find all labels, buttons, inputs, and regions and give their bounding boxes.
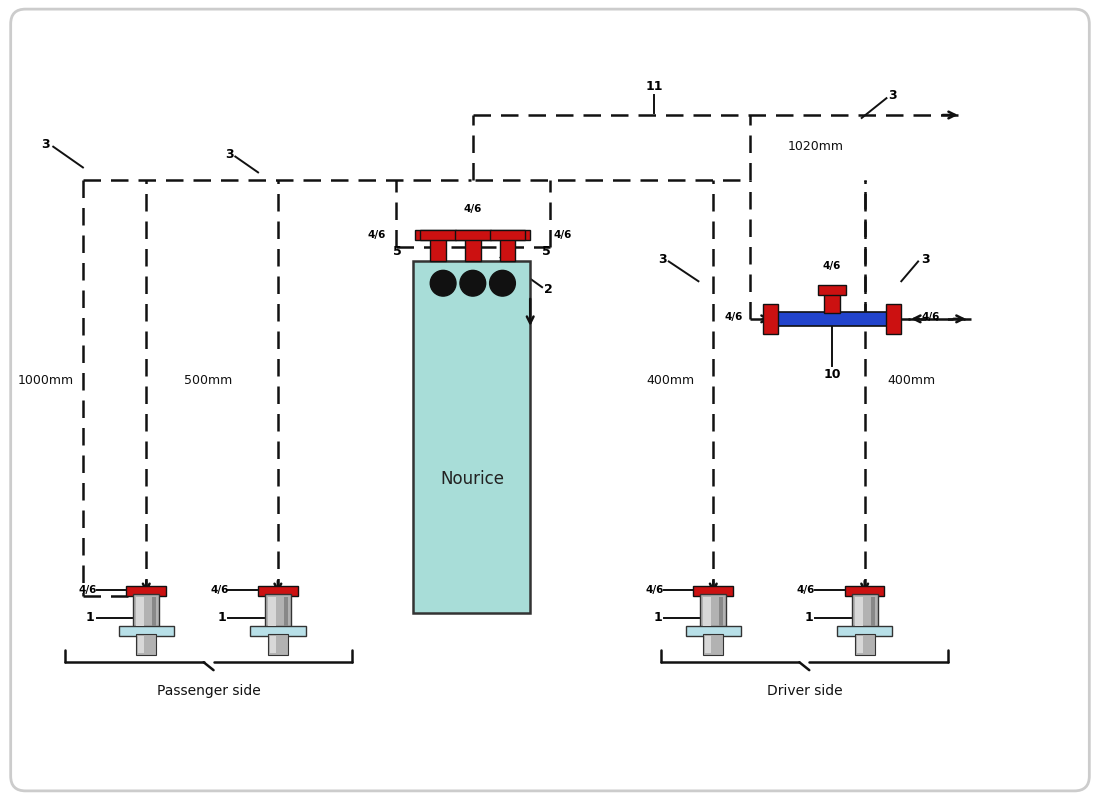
- Circle shape: [460, 270, 486, 296]
- Text: 4/6: 4/6: [463, 204, 482, 214]
- Bar: [465, 238, 481, 262]
- Text: Driver side: Driver side: [767, 684, 843, 698]
- Bar: [857, 635, 862, 654]
- Bar: [705, 635, 712, 654]
- FancyBboxPatch shape: [11, 9, 1089, 791]
- Text: 10: 10: [823, 368, 840, 382]
- Bar: [136, 634, 156, 655]
- Bar: [762, 304, 778, 334]
- Bar: [416, 230, 530, 240]
- Circle shape: [430, 270, 456, 296]
- Bar: [250, 626, 306, 635]
- Bar: [265, 594, 290, 628]
- Bar: [258, 586, 298, 596]
- Text: 4/6: 4/6: [210, 585, 229, 595]
- Text: 11: 11: [646, 80, 662, 94]
- Bar: [703, 634, 723, 655]
- Text: 1: 1: [653, 611, 662, 624]
- Bar: [455, 230, 491, 240]
- Bar: [870, 597, 874, 626]
- Text: 3: 3: [889, 89, 898, 102]
- Bar: [268, 597, 276, 626]
- Text: 3: 3: [224, 148, 233, 161]
- Text: 3: 3: [42, 138, 51, 151]
- Bar: [430, 238, 447, 262]
- Text: 4/6: 4/6: [367, 230, 386, 240]
- Text: 400mm: 400mm: [647, 374, 695, 386]
- Bar: [152, 597, 156, 626]
- Bar: [703, 597, 712, 626]
- Text: 1020mm: 1020mm: [788, 140, 844, 153]
- Bar: [824, 293, 840, 313]
- Bar: [499, 238, 516, 262]
- Text: 4/6: 4/6: [78, 585, 97, 595]
- Bar: [845, 586, 884, 596]
- Text: 4/6: 4/6: [796, 585, 815, 595]
- Bar: [136, 597, 144, 626]
- Text: 4/6: 4/6: [823, 262, 842, 271]
- Bar: [701, 594, 726, 628]
- Text: 1: 1: [804, 611, 813, 624]
- Bar: [693, 586, 733, 596]
- Text: 4/6: 4/6: [921, 312, 939, 322]
- Text: 1000mm: 1000mm: [18, 374, 74, 386]
- Text: 400mm: 400mm: [887, 374, 935, 386]
- Bar: [490, 230, 526, 240]
- Bar: [685, 626, 741, 635]
- Bar: [855, 634, 875, 655]
- Bar: [851, 594, 878, 628]
- Bar: [414, 262, 530, 613]
- Text: 3: 3: [658, 253, 667, 266]
- Circle shape: [490, 270, 516, 296]
- Bar: [855, 597, 862, 626]
- Text: 4/6: 4/6: [646, 585, 663, 595]
- Text: 4/6: 4/6: [554, 230, 572, 240]
- Text: 1: 1: [86, 611, 95, 624]
- Text: 3: 3: [921, 253, 929, 266]
- Bar: [719, 597, 723, 626]
- Text: 4/6: 4/6: [725, 312, 742, 322]
- Bar: [420, 230, 456, 240]
- Bar: [270, 635, 276, 654]
- Text: 1: 1: [218, 611, 227, 624]
- Text: 2: 2: [544, 282, 553, 296]
- Bar: [268, 634, 288, 655]
- Bar: [837, 626, 892, 635]
- Bar: [772, 312, 891, 326]
- Text: 5: 5: [542, 245, 551, 258]
- Text: Passenger side: Passenger side: [156, 684, 261, 698]
- Bar: [139, 635, 144, 654]
- Bar: [119, 626, 174, 635]
- Text: 500mm: 500mm: [185, 374, 233, 386]
- Bar: [284, 597, 288, 626]
- Bar: [126, 586, 166, 596]
- Text: 5: 5: [393, 245, 402, 258]
- Bar: [887, 304, 901, 334]
- Bar: [818, 286, 846, 295]
- Bar: [133, 594, 160, 628]
- Text: Nourice: Nourice: [441, 470, 505, 488]
